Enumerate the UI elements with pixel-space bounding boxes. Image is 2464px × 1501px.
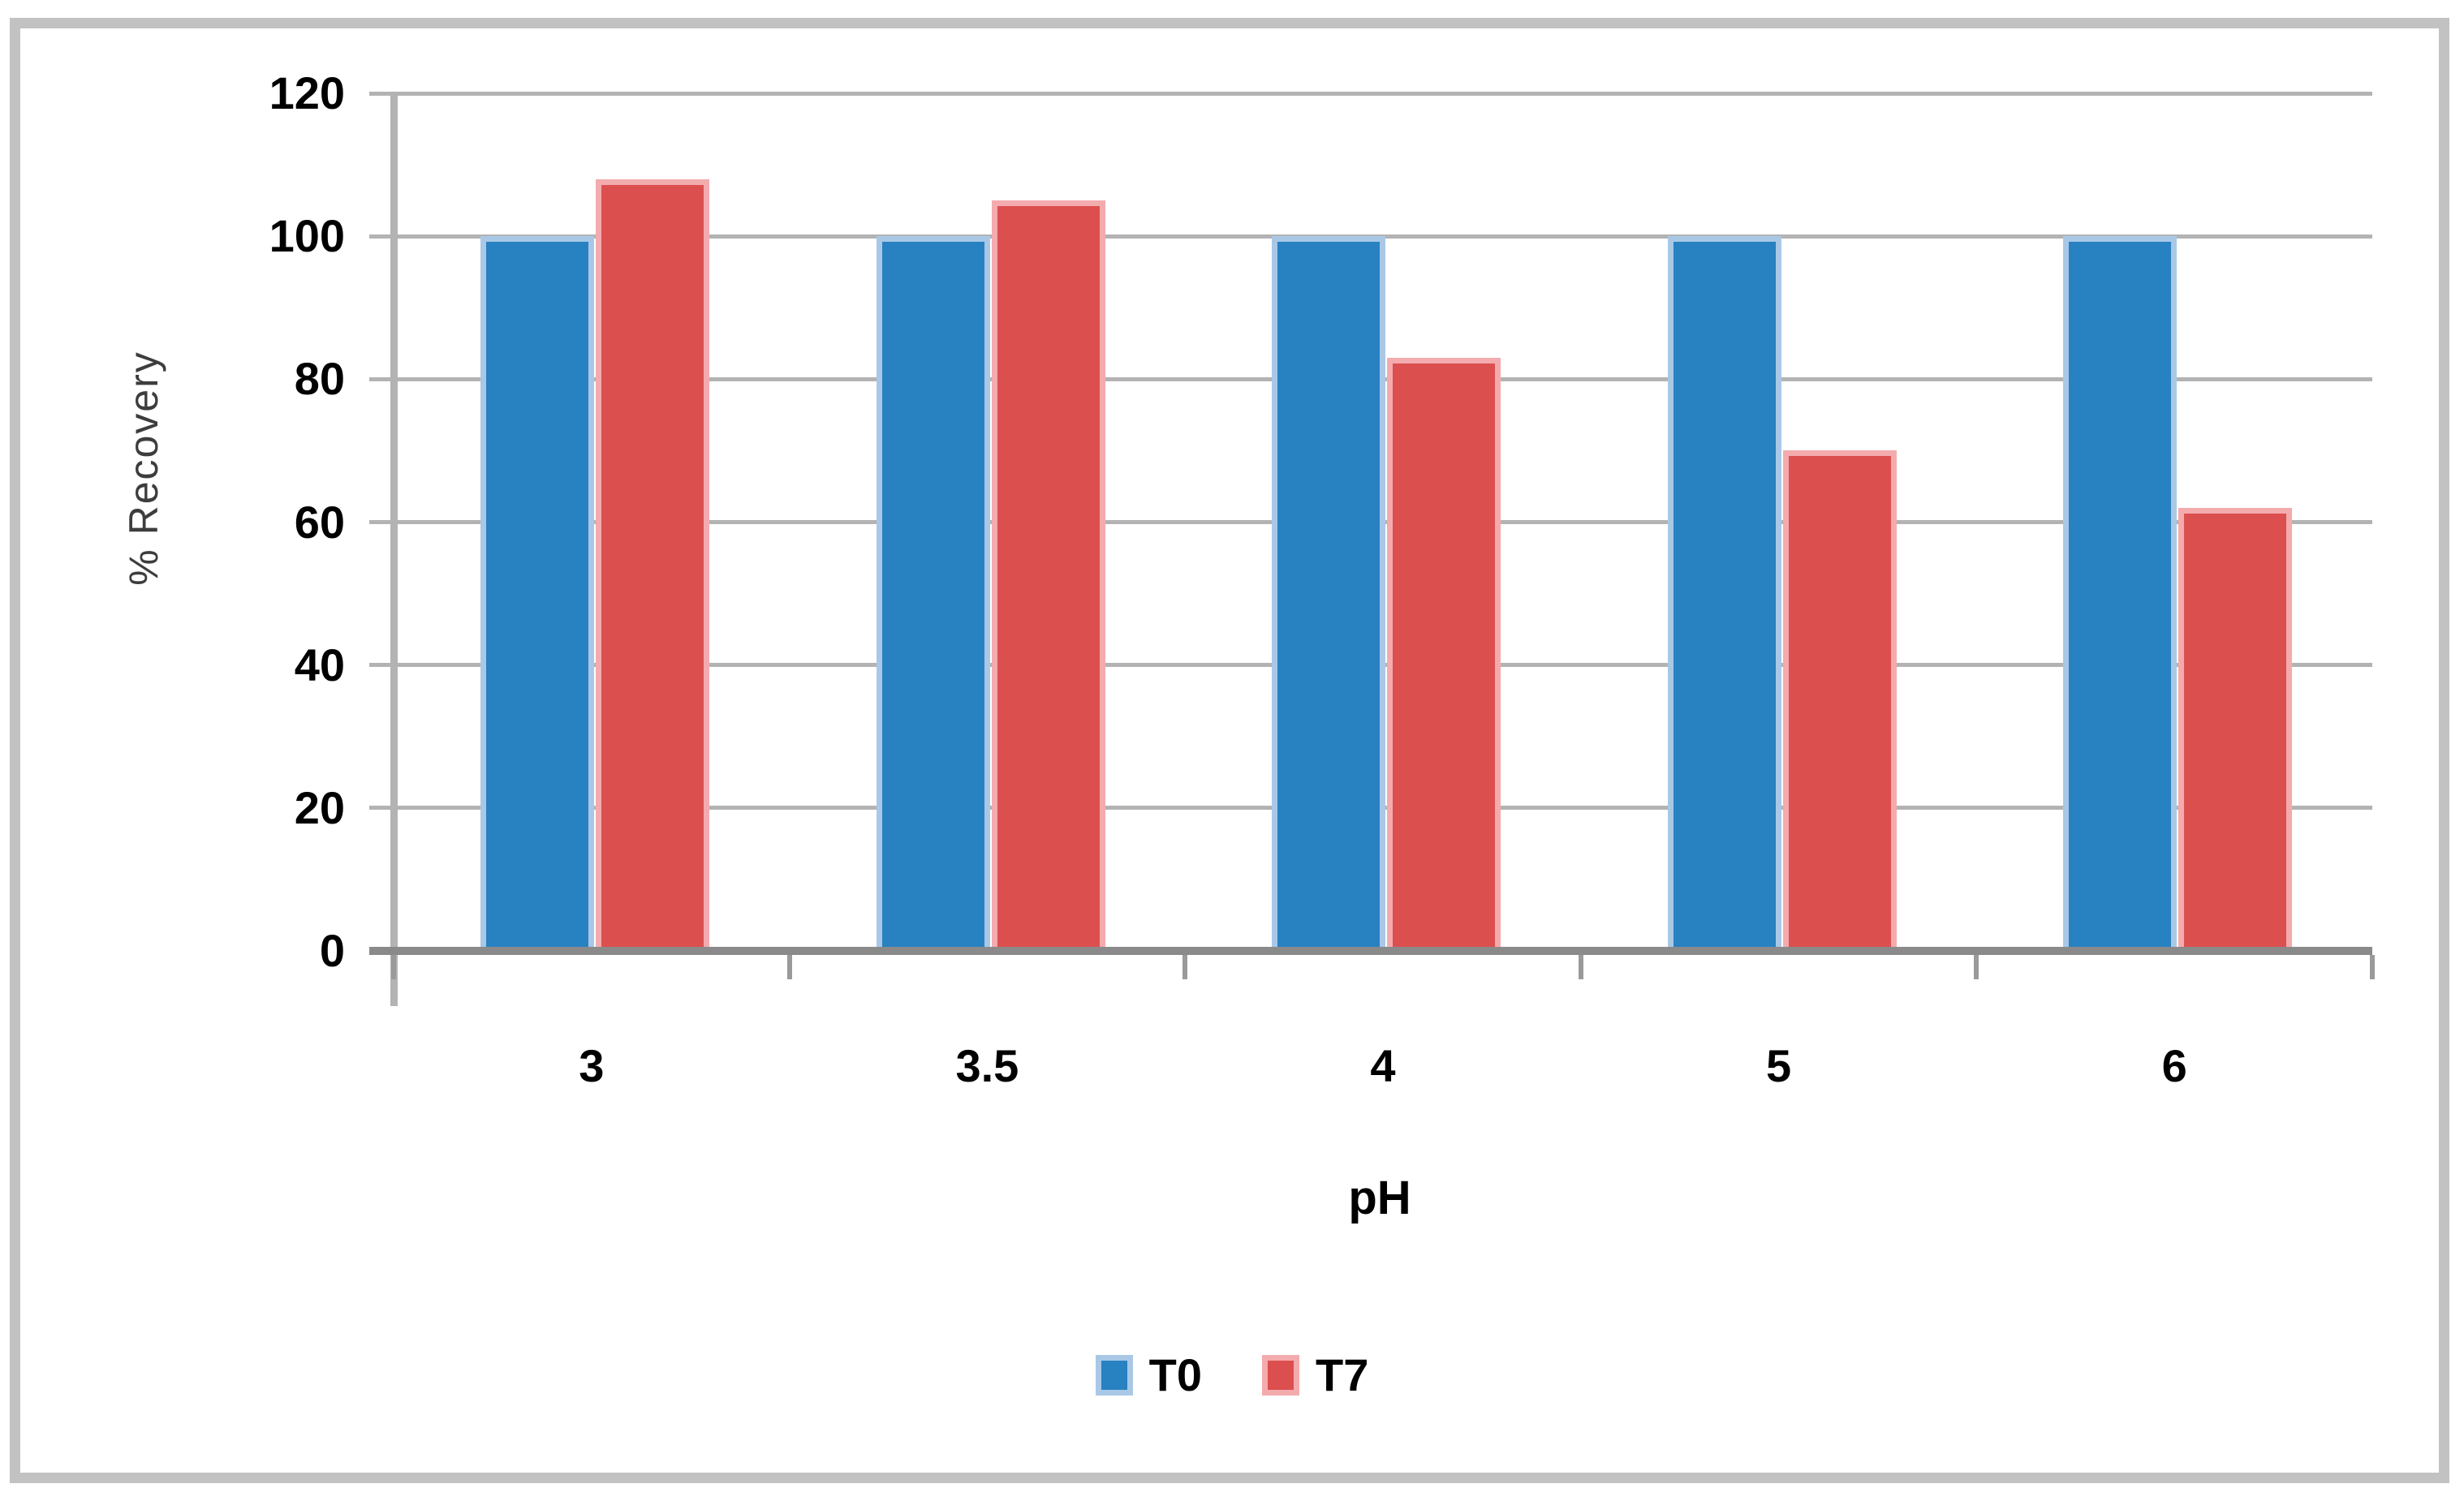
x-axis-title: pH: [1348, 1172, 1411, 1224]
legend: T0 T7: [0, 1348, 2464, 1402]
x-boundary-tick-last: [2370, 955, 2375, 979]
x-tick-label-3.5: 3.5: [955, 1040, 1019, 1091]
chart-frame: [10, 18, 2449, 1483]
x-tick-label-4: 4: [1370, 1040, 1396, 1091]
y-tick-label-120: 120: [269, 67, 345, 118]
bar-T0-3: [480, 236, 594, 951]
legend-label-T0: T0: [1148, 1349, 1202, 1400]
legend-label-T7: T7: [1316, 1349, 1369, 1400]
bar-T0-5: [1667, 236, 1781, 951]
x-boundary-tick-4: [1974, 955, 1979, 979]
x-tick-label-5: 5: [1766, 1040, 1792, 1091]
x-tick-label-6: 6: [2161, 1040, 2187, 1091]
x-tick-label-3: 3: [579, 1040, 605, 1091]
y-tick-label-20: 20: [294, 781, 345, 833]
legend-item-T0: T0: [1095, 1349, 1202, 1400]
legend-swatch-T7: [1262, 1355, 1299, 1396]
y-axis-line: [390, 93, 398, 1006]
x-boundary-tick-0: [391, 955, 396, 979]
bar-T7-5: [1782, 450, 1897, 951]
x-axis-line: [369, 947, 2372, 955]
y-gridline-120: [369, 91, 2372, 96]
bar-T7-3: [596, 178, 709, 951]
bar-T0-3.5: [876, 236, 990, 951]
y-tick-label-60: 60: [294, 496, 345, 548]
bar-T0-6: [2063, 236, 2178, 951]
bar-T7-3.5: [991, 200, 1105, 951]
legend-item-T7: T7: [1262, 1353, 1368, 1398]
x-boundary-tick-1: [786, 955, 792, 979]
bar-T7-4: [1387, 357, 1501, 951]
x-boundary-tick-3: [1578, 955, 1583, 979]
x-boundary-tick-2: [1182, 955, 1188, 979]
y-tick-label-100: 100: [269, 210, 345, 262]
legend-swatch-T0: [1095, 1355, 1133, 1396]
y-tick-label-0: 0: [319, 925, 345, 976]
bar-T7-6: [2178, 507, 2293, 951]
bar-T0-4: [1272, 236, 1386, 951]
y-tick-label-40: 40: [294, 639, 345, 690]
y-tick-label-80: 80: [294, 353, 345, 405]
